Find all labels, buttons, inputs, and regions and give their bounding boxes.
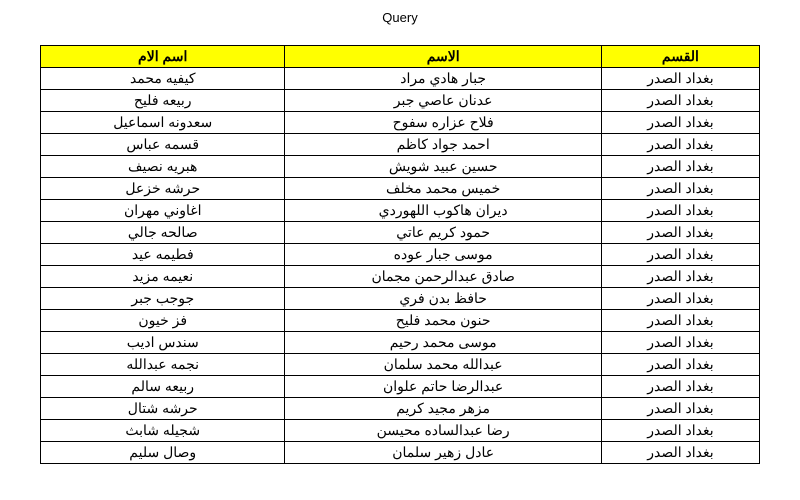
cell-name: خميس محمد مخلف <box>285 178 601 200</box>
cell-mother: فطيمه عيد <box>41 244 285 266</box>
cell-name: عبدالله محمد سلمان <box>285 354 601 376</box>
cell-mother: نعيمه مزيد <box>41 266 285 288</box>
cell-section: بغداد الصدر <box>601 332 759 354</box>
cell-section: بغداد الصدر <box>601 376 759 398</box>
cell-name: صادق عبدالرحمن مجمان <box>285 266 601 288</box>
table-row: بغداد الصدرحافظ بدن فريجوجب جبر <box>41 288 760 310</box>
table-row: بغداد الصدرحمود كريم عاتيصالحه جالي <box>41 222 760 244</box>
table-row: بغداد الصدرخميس محمد مخلفحرشه خزعل <box>41 178 760 200</box>
page-title: Query <box>40 10 760 25</box>
cell-section: بغداد الصدر <box>601 288 759 310</box>
table-row: بغداد الصدراحمد جواد كاظمقسمه عباس <box>41 134 760 156</box>
cell-name: عادل زهير سلمان <box>285 442 601 464</box>
cell-name: مزهر مجيد كريم <box>285 398 601 420</box>
header-row: القسم الاسم اسم الام <box>41 46 760 68</box>
table-row: بغداد الصدرعبدالرضا حاتم علوانربيعه سالم <box>41 376 760 398</box>
table-row: بغداد الصدرصادق عبدالرحمن مجماننعيمه مزي… <box>41 266 760 288</box>
cell-section: بغداد الصدر <box>601 310 759 332</box>
table-row: بغداد الصدررضا عبدالساده محيسنشجيله شابث <box>41 420 760 442</box>
cell-mother: هبريه نصيف <box>41 156 285 178</box>
table-row: بغداد الصدرحنون محمد فليحفز خيون <box>41 310 760 332</box>
cell-section: بغداد الصدر <box>601 90 759 112</box>
cell-name: موسى محمد رحيم <box>285 332 601 354</box>
cell-mother: قسمه عباس <box>41 134 285 156</box>
cell-mother: صالحه جالي <box>41 222 285 244</box>
cell-section: بغداد الصدر <box>601 420 759 442</box>
table-row: بغداد الصدرديران هاكوب اللهوردياغاوني مه… <box>41 200 760 222</box>
cell-name: فلاح عزاره سفوح <box>285 112 601 134</box>
table-row: بغداد الصدرعبدالله محمد سلماننجمه عبدالل… <box>41 354 760 376</box>
cell-section: بغداد الصدر <box>601 200 759 222</box>
cell-section: بغداد الصدر <box>601 112 759 134</box>
cell-mother: كيفيه محمد <box>41 68 285 90</box>
table-row: بغداد الصدرعادل زهير سلمانوصال سليم <box>41 442 760 464</box>
cell-section: بغداد الصدر <box>601 68 759 90</box>
cell-name: احمد جواد كاظم <box>285 134 601 156</box>
col-header-section: القسم <box>601 46 759 68</box>
table-row: بغداد الصدرمزهر مجيد كريمحرشه شتال <box>41 398 760 420</box>
col-header-mother: اسم الام <box>41 46 285 68</box>
cell-mother: ربيعه سالم <box>41 376 285 398</box>
data-table: القسم الاسم اسم الام بغداد الصدرجبار هاد… <box>40 45 760 464</box>
cell-mother: نجمه عبدالله <box>41 354 285 376</box>
cell-name: حنون محمد فليح <box>285 310 601 332</box>
table-row: بغداد الصدرفلاح عزاره سفوحسعدونه اسماعيل <box>41 112 760 134</box>
cell-mother: سعدونه اسماعيل <box>41 112 285 134</box>
cell-mother: شجيله شابث <box>41 420 285 442</box>
cell-section: بغداد الصدر <box>601 178 759 200</box>
cell-name: جبار هادي مراد <box>285 68 601 90</box>
cell-section: بغداد الصدر <box>601 222 759 244</box>
cell-mother: حرشه خزعل <box>41 178 285 200</box>
table-row: بغداد الصدرحسين عبيد شويشهبريه نصيف <box>41 156 760 178</box>
table-row: بغداد الصدرموسى جبار عودهفطيمه عيد <box>41 244 760 266</box>
cell-section: بغداد الصدر <box>601 134 759 156</box>
col-header-name: الاسم <box>285 46 601 68</box>
cell-name: حافظ بدن فري <box>285 288 601 310</box>
table-row: بغداد الصدرعدنان عاصي جبرربيعه فليح <box>41 90 760 112</box>
cell-section: بغداد الصدر <box>601 266 759 288</box>
cell-name: عدنان عاصي جبر <box>285 90 601 112</box>
cell-section: بغداد الصدر <box>601 354 759 376</box>
table-row: بغداد الصدرموسى محمد رحيمسندس اديب <box>41 332 760 354</box>
cell-mother: اغاوني مهران <box>41 200 285 222</box>
cell-mother: سندس اديب <box>41 332 285 354</box>
cell-section: بغداد الصدر <box>601 156 759 178</box>
cell-name: موسى جبار عوده <box>285 244 601 266</box>
table-row: بغداد الصدرجبار هادي مرادكيفيه محمد <box>41 68 760 90</box>
cell-section: بغداد الصدر <box>601 244 759 266</box>
cell-section: بغداد الصدر <box>601 442 759 464</box>
cell-section: بغداد الصدر <box>601 398 759 420</box>
cell-name: حمود كريم عاتي <box>285 222 601 244</box>
cell-name: رضا عبدالساده محيسن <box>285 420 601 442</box>
cell-mother: ربيعه فليح <box>41 90 285 112</box>
cell-name: عبدالرضا حاتم علوان <box>285 376 601 398</box>
cell-name: حسين عبيد شويش <box>285 156 601 178</box>
cell-mother: وصال سليم <box>41 442 285 464</box>
cell-mother: جوجب جبر <box>41 288 285 310</box>
cell-mother: فز خيون <box>41 310 285 332</box>
cell-name: ديران هاكوب اللهوردي <box>285 200 601 222</box>
cell-mother: حرشه شتال <box>41 398 285 420</box>
